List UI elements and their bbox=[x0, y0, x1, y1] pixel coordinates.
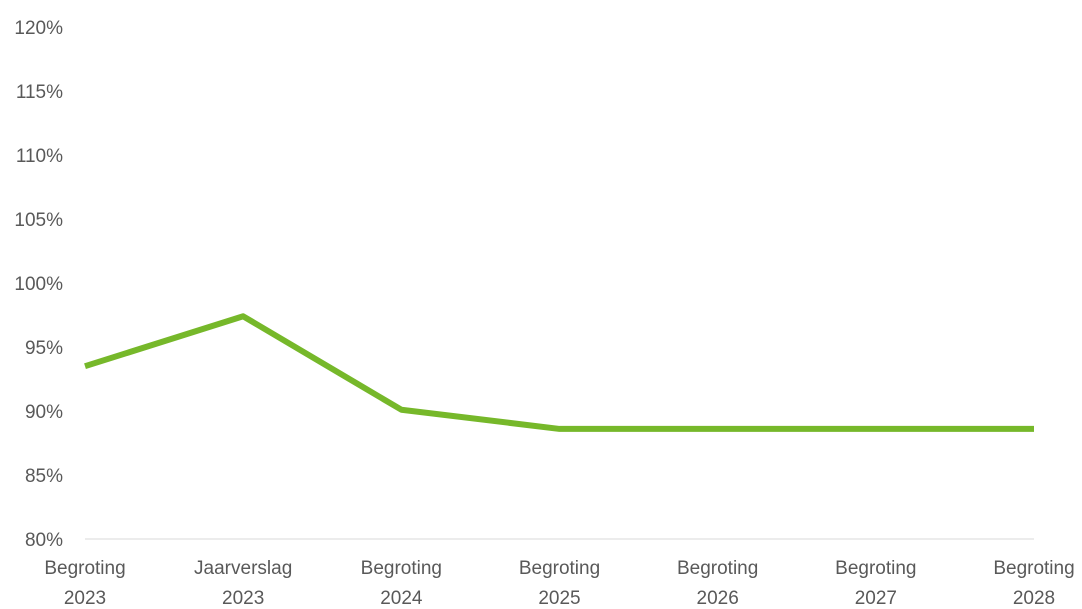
y-tick-label: 90% bbox=[25, 402, 63, 423]
y-tick-label: 110% bbox=[16, 146, 63, 167]
x-tick-label-line: 2026 bbox=[697, 588, 739, 604]
x-tick-label-line: 2024 bbox=[380, 588, 423, 604]
y-axis-labels: 80% 85% 90% 95% 100% 105% 110% 115% 120% bbox=[14, 18, 63, 551]
y-tick-label: 85% bbox=[25, 466, 63, 487]
y-tick-label: 105% bbox=[14, 210, 63, 231]
series-group bbox=[84, 313, 1034, 432]
x-tick-label-line: Begroting bbox=[44, 558, 125, 579]
series-line bbox=[84, 313, 1034, 432]
x-tick-label-line: 2023 bbox=[64, 588, 106, 604]
x-tick-label: Begroting 2024 bbox=[361, 558, 442, 604]
x-tick-label-line: Jaarverslag bbox=[194, 558, 292, 579]
x-tick-label-line: Begroting bbox=[519, 558, 600, 579]
y-tick-label: 120% bbox=[14, 18, 63, 39]
x-tick-label-line: 2027 bbox=[855, 588, 897, 604]
y-tick-label: 95% bbox=[25, 338, 63, 359]
x-tick-label: Begroting 2027 bbox=[835, 558, 916, 604]
x-tick-label: Begroting 2026 bbox=[677, 558, 758, 604]
y-tick-label: 100% bbox=[14, 274, 63, 295]
x-tick-label-line: 2028 bbox=[1013, 588, 1055, 604]
x-tick-label-line: 2023 bbox=[222, 588, 264, 604]
y-tick-label: 80% bbox=[25, 530, 63, 551]
x-tick-label-line: Begroting bbox=[993, 558, 1074, 579]
x-tick-label: Begroting 2028 bbox=[993, 558, 1074, 604]
x-tick-label-line: Begroting bbox=[835, 558, 916, 579]
x-tick-label-line: 2025 bbox=[538, 588, 580, 604]
x-tick-label: Jaarverslag 2023 bbox=[194, 558, 292, 604]
x-tick-label: Begroting 2023 bbox=[44, 558, 125, 604]
y-tick-label: 115% bbox=[16, 82, 63, 103]
x-tick-label-line: Begroting bbox=[361, 558, 442, 579]
x-tick-label: Begroting 2025 bbox=[519, 558, 600, 604]
x-tick-label-line: Begroting bbox=[677, 558, 758, 579]
x-axis-labels: Begroting 2023 Jaarverslag 2023 Begroting 202… bbox=[44, 558, 1074, 609]
